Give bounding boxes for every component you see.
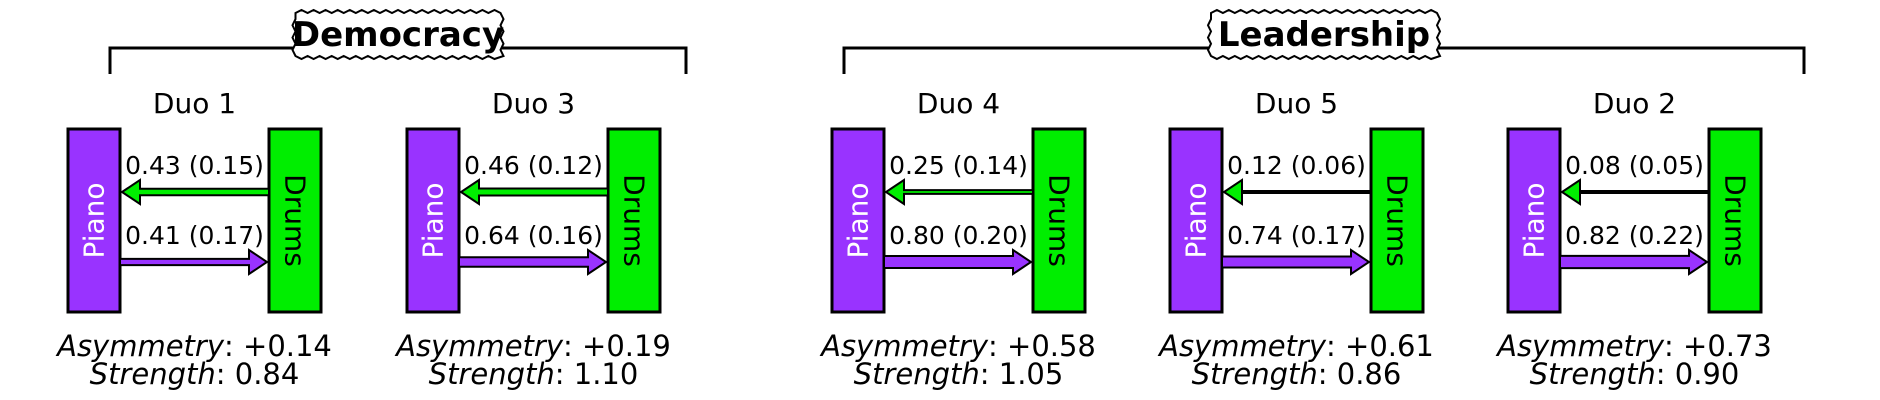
asymmetry-line: Asymmetry: +0.61 — [1157, 329, 1434, 363]
strength-value: 0.84 — [235, 357, 300, 391]
arrow-drums-to-piano — [884, 178, 1034, 206]
asymmetry-value: +0.14 — [243, 329, 332, 363]
duo-panel: Duo 2 Piano Drums 0.08 (0.05) 0.82 (0.22) Asy… — [1495, 87, 1772, 391]
arrow-drums-to-piano — [1222, 178, 1372, 206]
asymmetry-label: Asymmetry — [1157, 329, 1327, 363]
strength-line: Strength: 1.10 — [429, 357, 639, 391]
piano-box — [1506, 127, 1562, 314]
arrow-drums-to-piano — [1560, 178, 1710, 206]
asymmetry-value: +0.61 — [1345, 329, 1434, 363]
asymmetry-label: Asymmetry — [394, 329, 564, 363]
drums-label: Drums — [1043, 174, 1076, 267]
drums-label: Drums — [1381, 174, 1414, 267]
asymmetry-value: +0.58 — [1007, 329, 1096, 363]
strength-line: Strength: 0.84 — [90, 357, 300, 391]
piano-label: Piano — [417, 182, 450, 258]
piano-box — [830, 127, 886, 314]
piano-to-drums-value: 0.74 (0.17) — [1227, 221, 1366, 250]
group-leadership: Leadership Duo 4 Piano Drums 0.25 (0.14) 0.80… — [819, 8, 1806, 391]
asymmetry-value: +0.19 — [582, 329, 671, 363]
strength-label: Strength — [1192, 357, 1318, 391]
asymmetry-label: Asymmetry — [1495, 329, 1665, 363]
duo-title: Duo 4 — [917, 87, 1000, 120]
strength-line: Strength: 0.90 — [1530, 357, 1740, 391]
strength-value: 1.05 — [999, 357, 1064, 391]
piano-label: Piano — [1180, 182, 1213, 258]
drums-to-piano-value: 0.25 (0.14) — [889, 151, 1028, 180]
strength-label: Strength — [1530, 357, 1656, 391]
drums-box — [606, 127, 662, 314]
asymmetry-line: Asymmetry: +0.14 — [55, 329, 332, 363]
piano-to-drums-value: 0.82 (0.22) — [1565, 221, 1704, 250]
drums-box — [267, 127, 323, 314]
duo-panel: Duo 3 Piano Drums 0.46 (0.12) 0.64 (0.16) Asy… — [394, 87, 671, 391]
asymmetry-label: Asymmetry — [819, 329, 989, 363]
drums-to-piano-value: 0.12 (0.06) — [1227, 151, 1366, 180]
duo-panel: Duo 1 Piano Drums 0.43 (0.15) 0.41 (0.17) Asy… — [55, 87, 332, 391]
piano-box — [66, 127, 122, 314]
duo-title: Duo 1 — [153, 87, 236, 120]
duo-panel: Duo 4 Piano Drums 0.25 (0.14) 0.80 (0.20) Asy… — [819, 87, 1096, 391]
arrow-piano-to-drums — [119, 248, 269, 276]
asymmetry-line: Asymmetry: +0.58 — [819, 329, 1096, 363]
strength-value: 0.90 — [1675, 357, 1740, 391]
arrow-drums-to-piano — [459, 178, 609, 206]
group-label: Democracy — [292, 15, 504, 55]
drums-to-piano-value: 0.46 (0.12) — [464, 151, 603, 180]
piano-to-drums-value: 0.80 (0.20) — [889, 221, 1028, 250]
asymmetry-label: Asymmetry — [55, 329, 225, 363]
drums-box — [1031, 127, 1087, 314]
strength-label: Strength — [90, 357, 216, 391]
piano-label: Piano — [842, 182, 875, 258]
group-label-box — [1206, 8, 1442, 61]
piano-box — [1168, 127, 1224, 314]
group-label: Leadership — [1218, 15, 1430, 55]
piano-label: Piano — [78, 182, 111, 258]
strength-line: Strength: 1.05 — [854, 357, 1064, 391]
arrow-drums-to-piano — [120, 178, 270, 206]
duo-panel: Duo 5 Piano Drums 0.12 (0.06) 0.74 (0.17) Asy… — [1157, 87, 1434, 391]
arrow-piano-to-drums — [1221, 248, 1371, 276]
drums-label: Drums — [279, 174, 312, 267]
asymmetry-line: Asymmetry: +0.73 — [1495, 329, 1772, 363]
piano-to-drums-value: 0.41 (0.17) — [125, 221, 264, 250]
drums-box — [1369, 127, 1425, 314]
strength-value: 0.86 — [1337, 357, 1402, 391]
drums-to-piano-value: 0.08 (0.05) — [1565, 151, 1704, 180]
asymmetry-line: Asymmetry: +0.19 — [394, 329, 671, 363]
strength-line: Strength: 0.86 — [1192, 357, 1402, 391]
arrow-piano-to-drums — [883, 248, 1033, 276]
strength-label: Strength — [854, 357, 980, 391]
arrow-piano-to-drums — [458, 248, 608, 276]
piano-label: Piano — [1518, 182, 1551, 258]
strength-label: Strength — [429, 357, 555, 391]
duo-title: Duo 2 — [1593, 87, 1676, 120]
duo-title: Duo 3 — [492, 87, 575, 120]
piano-box — [405, 127, 461, 314]
piano-to-drums-value: 0.64 (0.16) — [464, 221, 603, 250]
group-label-box — [291, 8, 505, 61]
duo-title: Duo 5 — [1255, 87, 1338, 120]
drums-label: Drums — [1719, 174, 1752, 267]
asymmetry-value: +0.73 — [1683, 329, 1772, 363]
drums-box — [1707, 127, 1763, 314]
strength-value: 1.10 — [574, 357, 639, 391]
group-democracy: Democracy Duo 1 Piano Drums 0.43 (0.15) 0.41 … — [55, 8, 688, 391]
drums-to-piano-value: 0.43 (0.15) — [125, 151, 264, 180]
drums-label: Drums — [618, 174, 651, 267]
arrow-piano-to-drums — [1559, 248, 1709, 276]
